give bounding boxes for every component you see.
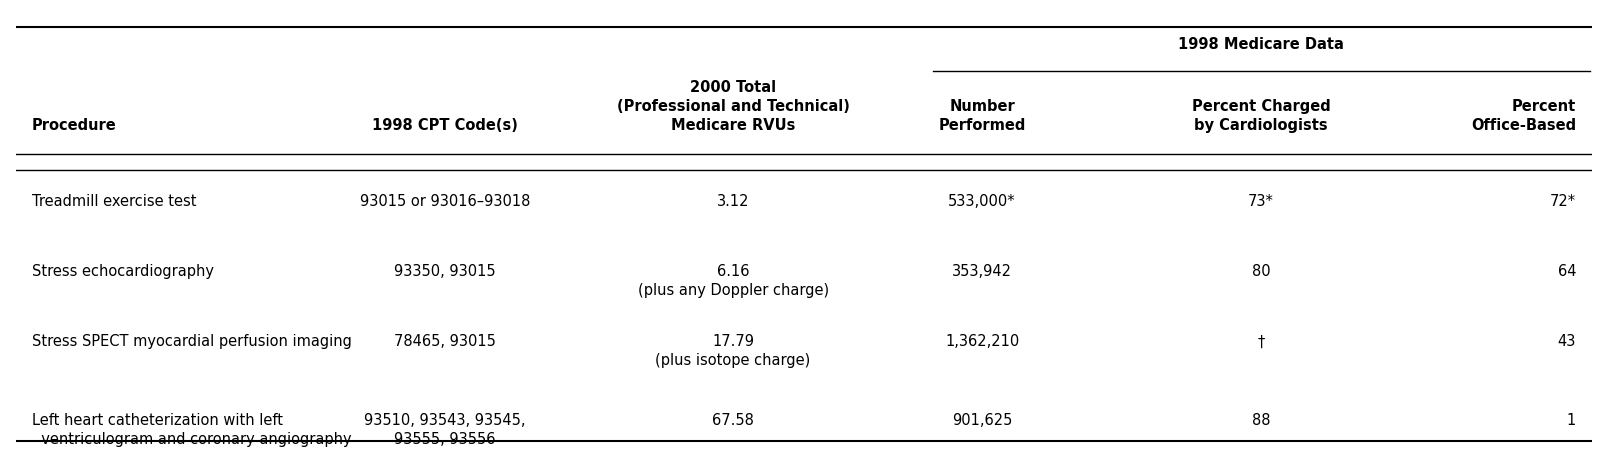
Text: 78465, 93015: 78465, 93015 — [394, 334, 495, 349]
Text: 1998 CPT Code(s): 1998 CPT Code(s) — [371, 118, 517, 133]
Text: 73*: 73* — [1247, 194, 1273, 209]
Text: 1: 1 — [1565, 413, 1575, 429]
Text: Stress SPECT myocardial perfusion imaging: Stress SPECT myocardial perfusion imagin… — [32, 334, 352, 349]
Text: 64: 64 — [1557, 264, 1575, 279]
Text: 67.58: 67.58 — [712, 413, 754, 429]
Text: Percent
Office-Based: Percent Office-Based — [1470, 99, 1575, 133]
Text: 353,942: 353,942 — [951, 264, 1011, 279]
Text: Procedure: Procedure — [32, 118, 117, 133]
Text: 88: 88 — [1250, 413, 1270, 429]
Text: 3.12: 3.12 — [717, 194, 749, 209]
Text: 1,362,210: 1,362,210 — [945, 334, 1019, 349]
Text: Treadmill exercise test: Treadmill exercise test — [32, 194, 196, 209]
Text: 901,625: 901,625 — [951, 413, 1012, 429]
Text: Stress echocardiography: Stress echocardiography — [32, 264, 214, 279]
Text: 533,000*: 533,000* — [948, 194, 1016, 209]
Text: 93015 or 93016–93018: 93015 or 93016–93018 — [360, 194, 530, 209]
Text: 43: 43 — [1557, 334, 1575, 349]
Text: 93510, 93543, 93545,
93555, 93556: 93510, 93543, 93545, 93555, 93556 — [363, 413, 525, 447]
Text: †: † — [1257, 334, 1263, 349]
Text: 17.79
(plus isotope charge): 17.79 (plus isotope charge) — [656, 334, 810, 368]
Text: 1998 Medicare Data: 1998 Medicare Data — [1178, 37, 1343, 52]
Text: 2000 Total
(Professional and Technical)
Medicare RVUs: 2000 Total (Professional and Technical) … — [615, 80, 848, 133]
Text: 6.16
(plus any Doppler charge): 6.16 (plus any Doppler charge) — [636, 264, 828, 298]
Text: 72*: 72* — [1549, 194, 1575, 209]
Text: Number
Performed: Number Performed — [938, 99, 1025, 133]
Text: Left heart catheterization with left
  ventriculogram and coronary angiography: Left heart catheterization with left ven… — [32, 413, 352, 447]
Text: 80: 80 — [1250, 264, 1270, 279]
Text: 93350, 93015: 93350, 93015 — [394, 264, 495, 279]
Text: Percent Charged
by Cardiologists: Percent Charged by Cardiologists — [1191, 99, 1329, 133]
